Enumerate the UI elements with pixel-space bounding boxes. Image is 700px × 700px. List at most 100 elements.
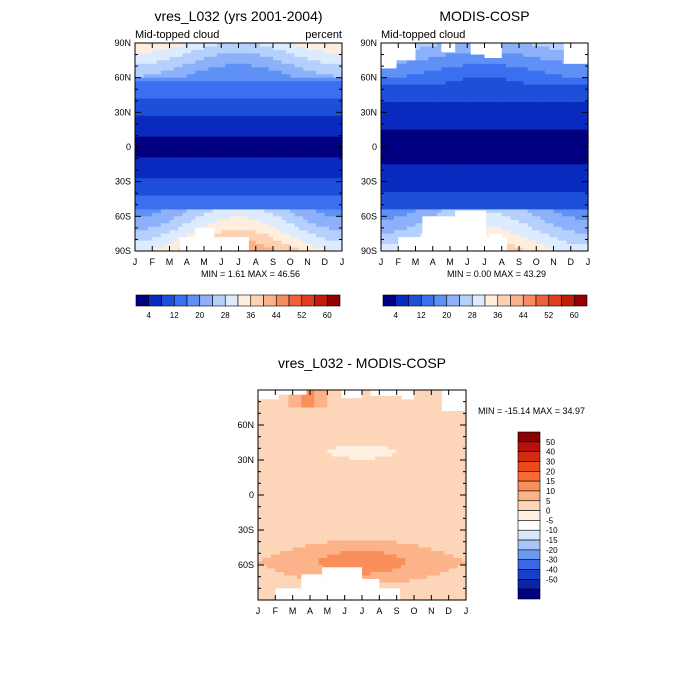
field-cell <box>398 164 404 169</box>
field-cell <box>398 70 404 75</box>
field-cell <box>454 81 460 86</box>
field-cell <box>212 53 218 58</box>
field-cell <box>247 105 253 110</box>
field-cell <box>523 91 529 96</box>
field-cell <box>195 223 201 228</box>
field-cell <box>298 43 304 48</box>
field-cell <box>311 88 317 93</box>
field-cell <box>268 237 274 242</box>
field-cell <box>432 115 438 120</box>
field-cell <box>454 153 460 158</box>
field-cell <box>277 126 283 131</box>
field-cell <box>195 205 201 210</box>
field-cell <box>225 199 231 204</box>
field-cell <box>337 74 343 79</box>
field-cell <box>186 105 192 110</box>
field-cell <box>255 136 261 141</box>
field-cell <box>182 230 188 235</box>
field-cell <box>510 74 516 79</box>
field-cell <box>475 115 481 120</box>
field-cell <box>216 185 222 190</box>
field-cell <box>281 67 287 72</box>
field-cell <box>204 212 209 217</box>
field-cell <box>329 67 334 72</box>
field-cell <box>488 205 494 210</box>
field-cell <box>199 115 205 120</box>
field-cell <box>199 95 205 100</box>
field-cell <box>135 77 140 82</box>
field-cell <box>225 226 231 231</box>
field-cell <box>186 160 192 165</box>
field-cell <box>229 129 235 134</box>
field-cell <box>411 136 417 141</box>
field-cell <box>238 63 244 68</box>
field-cell <box>182 171 188 176</box>
field-cell <box>221 181 227 186</box>
obs-field <box>381 43 589 252</box>
field-cell <box>260 129 265 134</box>
field-cell <box>519 195 524 200</box>
field-cell <box>229 140 235 145</box>
field-cell <box>247 122 253 127</box>
field-cell <box>294 126 300 131</box>
model-field <box>135 43 343 252</box>
field-cell <box>139 88 145 93</box>
field-cell <box>247 178 253 183</box>
field-cell <box>510 209 516 214</box>
field-cell <box>229 56 235 61</box>
x-tick-label: S <box>270 257 276 267</box>
field-cell <box>143 205 149 210</box>
field-cell <box>216 101 222 106</box>
field-cell <box>191 164 196 169</box>
field-cell <box>333 226 339 231</box>
field-cell <box>402 95 408 100</box>
field-cell <box>191 153 196 158</box>
field-cell <box>333 185 339 190</box>
field-cell <box>221 98 227 103</box>
field-cell <box>165 122 171 127</box>
field-cell <box>467 46 473 51</box>
field-cell <box>450 192 455 197</box>
field-cell <box>195 63 201 68</box>
field-cell <box>195 140 201 145</box>
field-cell <box>398 63 404 68</box>
field-cell <box>333 129 339 134</box>
field-cell <box>445 178 451 183</box>
field-cell <box>212 115 218 120</box>
field-cell <box>152 74 158 79</box>
field-cell <box>454 108 460 113</box>
field-cell <box>415 91 421 96</box>
field-cell <box>281 164 287 169</box>
field-cell <box>501 223 507 228</box>
field-cell <box>337 244 343 249</box>
field-cell <box>229 233 235 238</box>
field-cell <box>178 133 184 138</box>
field-cell <box>501 53 507 58</box>
field-cell <box>182 157 188 162</box>
field-cell <box>191 226 196 231</box>
field-cell <box>229 202 235 207</box>
field-cell <box>402 226 408 231</box>
field-cell <box>191 70 196 75</box>
field-cell <box>329 143 334 148</box>
field-cell <box>462 202 468 207</box>
field-cell <box>303 95 309 100</box>
field-cell <box>402 143 408 148</box>
field-cell <box>199 185 205 190</box>
field-cell <box>437 108 442 113</box>
field-cell <box>458 202 464 207</box>
field-cell <box>285 244 291 249</box>
field-cell <box>506 70 511 75</box>
field-cell <box>208 150 214 155</box>
field-cell <box>268 147 274 152</box>
field-cell <box>242 133 248 138</box>
field-cell <box>419 212 425 217</box>
field-cell <box>415 129 421 134</box>
field-cell <box>195 126 201 131</box>
field-cell <box>268 216 274 221</box>
field-cell <box>273 178 278 183</box>
field-cell <box>281 133 287 138</box>
field-cell <box>268 233 274 238</box>
field-cell <box>488 60 494 65</box>
field-cell <box>294 185 300 190</box>
